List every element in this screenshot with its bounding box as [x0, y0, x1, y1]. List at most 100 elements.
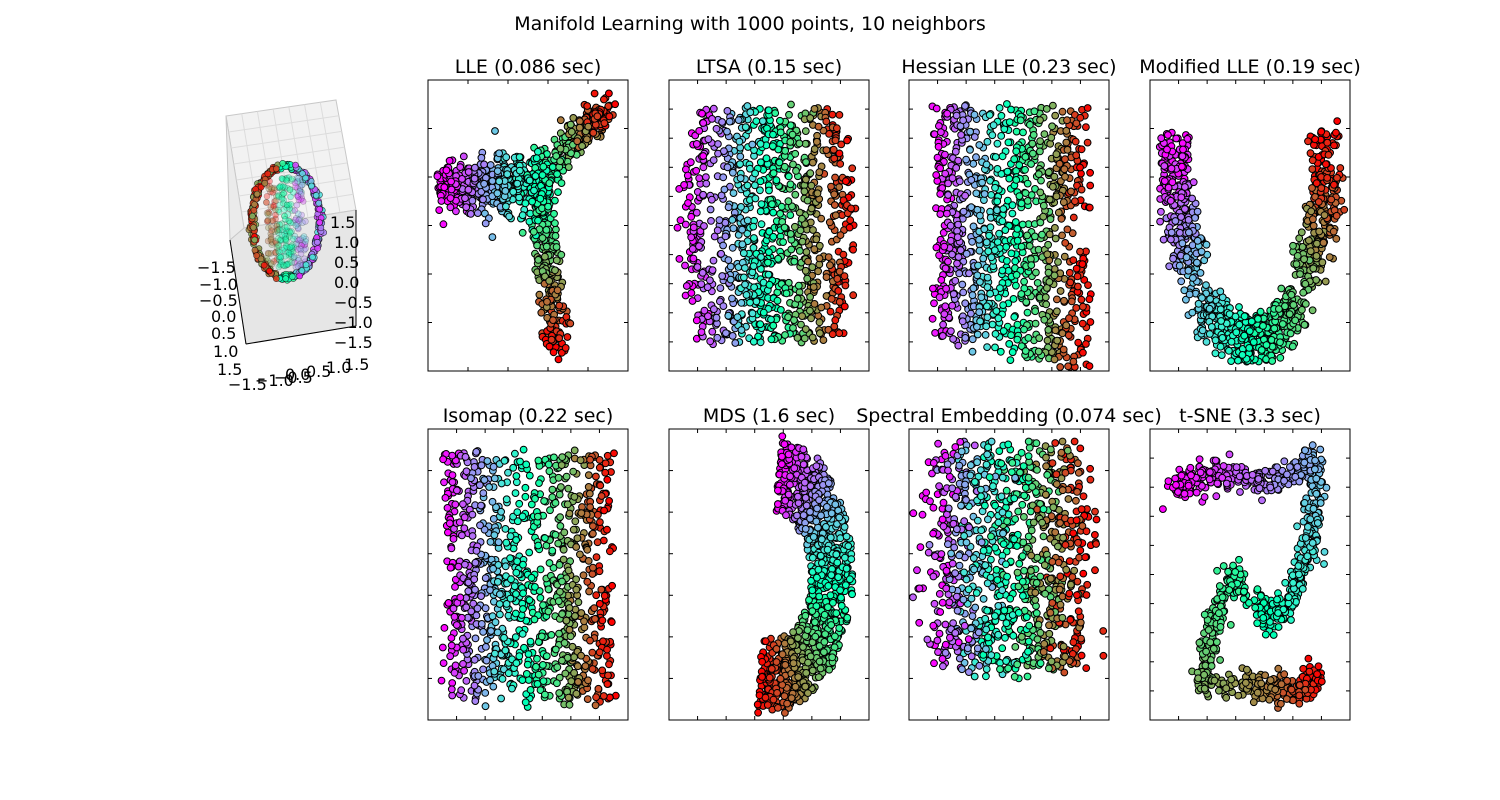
scatter-point	[1235, 320, 1244, 329]
scatter-point	[948, 250, 956, 259]
scatter-point-3d	[298, 181, 306, 189]
scatter-point	[1069, 256, 1078, 265]
scatter-point	[710, 305, 718, 314]
scatter-point	[969, 222, 978, 231]
scatter-point	[1256, 307, 1265, 316]
scatter-point	[1076, 113, 1085, 122]
scatter-point	[754, 332, 762, 341]
scatter-point	[983, 283, 992, 292]
scatter-point	[1036, 116, 1044, 124]
scatter-point	[1074, 282, 1082, 291]
scatter-point	[782, 289, 791, 298]
scatter-point	[930, 299, 938, 308]
scatter-point-3d	[278, 236, 286, 244]
figure-suptitle: Manifold Learning with 1000 points, 10 n…	[514, 13, 985, 35]
scatter-point	[769, 232, 778, 241]
scatter-point	[1319, 238, 1328, 247]
scatter-point	[738, 225, 746, 234]
scatter-point	[503, 170, 512, 179]
scatter-point	[1056, 363, 1065, 371]
scatter-point	[1063, 145, 1072, 154]
scatter-point-3d	[280, 190, 287, 197]
scatter-point-3d	[250, 206, 258, 214]
scatter-point	[699, 163, 708, 172]
scatter-point	[965, 269, 973, 278]
scatter-point	[946, 221, 955, 230]
scatter-point	[997, 132, 1006, 140]
scatter-point	[1178, 239, 1187, 248]
scatter-point	[1083, 104, 1092, 112]
scatter-point	[1171, 217, 1180, 225]
scatter-point	[1169, 254, 1177, 263]
scatter-point	[827, 295, 836, 303]
scatter-point-3d	[268, 239, 276, 246]
scatter-point	[1020, 277, 1028, 286]
scatter-point-3d	[270, 184, 278, 192]
scatter-point-3d	[287, 247, 295, 255]
scatter-point	[803, 274, 812, 283]
scatter-point	[737, 203, 745, 211]
panel-ltsa: LTSA (0.15 sec)	[668, 56, 870, 372]
scatter-point	[1298, 305, 1306, 314]
scatter-point	[947, 236, 955, 245]
scatter-point	[1156, 217, 1164, 226]
scatter-point	[1021, 153, 1030, 161]
scatter-point	[464, 185, 473, 194]
scatter-point	[991, 153, 1000, 161]
scatter-point-3d	[293, 201, 301, 209]
scatter-point	[972, 153, 980, 162]
scatter-point	[939, 320, 947, 329]
scatter-point	[1004, 138, 1013, 147]
scatter-point-3d	[272, 215, 279, 223]
scatter-point-3d	[271, 249, 279, 257]
scatter-point-3d	[276, 183, 284, 191]
scatter-point	[683, 171, 692, 180]
scatter-point	[798, 237, 807, 246]
scatter-point	[947, 327, 955, 336]
scatter-point	[1008, 209, 1017, 218]
scatter-point-3d	[264, 249, 272, 257]
scatter-point-3d	[298, 181, 305, 189]
scatter-point	[743, 181, 752, 190]
scatter-point	[793, 294, 802, 303]
scatter-point-3d	[272, 165, 280, 172]
scatter-point	[806, 293, 814, 301]
scatter-point	[1038, 230, 1046, 239]
scatter-point	[798, 214, 806, 223]
scatter-point	[741, 123, 750, 131]
scatter-point	[534, 147, 542, 156]
scatter-point	[534, 216, 542, 225]
scatter-point	[536, 194, 545, 203]
panel-hessian-lle: Hessian LLE (0.23 sec)	[901, 56, 1117, 372]
scatter-point	[1159, 235, 1168, 244]
scatter-point	[1320, 211, 1329, 220]
scatter-point	[1034, 347, 1043, 356]
scatter-point-3d	[281, 230, 289, 238]
scatter-point	[537, 308, 546, 317]
scatter-point	[1043, 336, 1052, 345]
scatter-point	[1287, 290, 1296, 299]
scatter-point	[1076, 247, 1084, 256]
scatter-point	[802, 175, 810, 184]
scatter-point-3d	[302, 218, 309, 225]
scatter-point	[699, 190, 707, 199]
scatter-point-3d	[263, 199, 270, 206]
scatter-point	[999, 301, 1007, 310]
scatter-point	[1023, 308, 1032, 317]
scatter-point-3d	[292, 216, 299, 224]
scatter-point	[535, 290, 544, 299]
scatter-point	[961, 102, 969, 110]
scatter-point	[1188, 308, 1197, 317]
scatter-point-3d	[283, 204, 290, 211]
scatter-point	[547, 335, 556, 344]
scatter-point	[975, 308, 984, 317]
scatter-point	[961, 191, 969, 200]
scatter-point	[1184, 216, 1193, 224]
scatter-point	[684, 199, 692, 207]
scatter-point	[552, 243, 561, 251]
scatter-point	[777, 202, 786, 211]
scatter-point	[708, 115, 716, 123]
scatter-point-3d	[276, 257, 284, 264]
scatter-point	[944, 257, 952, 266]
scatter-point	[1084, 281, 1092, 290]
